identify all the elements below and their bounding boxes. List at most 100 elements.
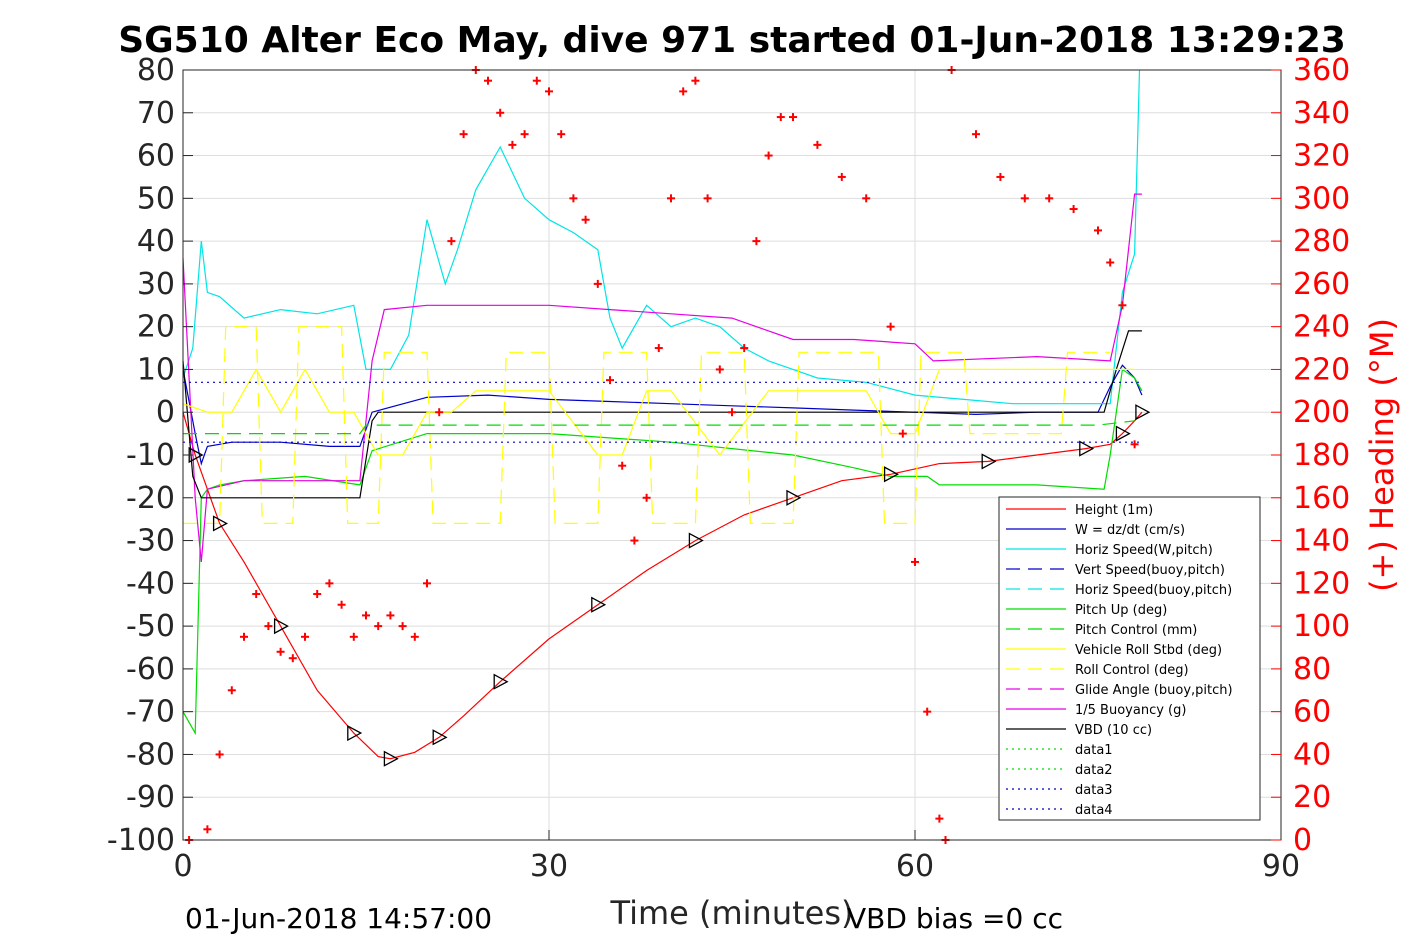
heading-marker — [508, 140, 517, 149]
heading-marker — [496, 108, 505, 117]
height-marker — [493, 673, 509, 690]
heading-marker — [935, 814, 944, 823]
height-marker — [591, 596, 607, 613]
legend-entry: data2 — [1075, 763, 1113, 778]
heading-marker — [703, 194, 712, 203]
legend-entry: Horiz Speed(buoy,pitch) — [1075, 583, 1232, 598]
axes: 0 30 60 9080706050403020100-10-20-30-40-50-… — [107, 53, 1350, 884]
heading-marker — [654, 344, 663, 353]
heading-marker — [227, 686, 236, 695]
heading-marker — [606, 376, 614, 385]
heading-marker — [325, 579, 334, 588]
heading-marker — [764, 151, 773, 160]
legend-entry: Height (1m) — [1075, 503, 1153, 518]
y-right-tick-label: 320 — [1293, 139, 1350, 174]
heading-marker — [581, 215, 590, 224]
heading-marker — [813, 140, 822, 149]
y-tick-label: 50 — [137, 181, 175, 216]
height-marker — [1135, 404, 1151, 421]
series-pitch-control-mm — [183, 420, 1135, 435]
y-right-tick-label: 220 — [1293, 352, 1350, 387]
y-right-tick-label: 40 — [1293, 737, 1331, 772]
legend-box — [998, 496, 1261, 821]
heading-marker — [642, 493, 651, 502]
x-axis-label: Time (minutes) — [610, 894, 854, 932]
y-tick-label: -10 — [126, 438, 175, 473]
heading-marker — [423, 579, 431, 588]
height-marker — [786, 489, 802, 506]
legend-entry: Vert Speed(buoy,pitch) — [1075, 563, 1225, 578]
y-right-tick-label: 0 — [1293, 823, 1312, 858]
y-right-tick-label: 80 — [1293, 652, 1331, 687]
heading-marker — [447, 237, 456, 246]
heading-marker — [288, 654, 297, 663]
y-right-axis-label: (+) Heading (°M) — [1363, 318, 1401, 592]
y-right-tick-label: 60 — [1293, 695, 1331, 730]
heading-marker — [545, 87, 553, 96]
heading-marker — [752, 237, 761, 246]
y-tick-label: 40 — [137, 224, 175, 259]
height-marker — [432, 729, 448, 746]
heading-marker — [386, 611, 395, 620]
y-right-tick-label: 300 — [1293, 181, 1350, 216]
heading-marker — [1045, 194, 1054, 203]
y-tick-label: -50 — [126, 609, 175, 644]
height-marker — [212, 515, 228, 532]
legend-entry: VBD (10 cc) — [1075, 723, 1152, 738]
legend-entry: Roll Control (deg) — [1075, 663, 1189, 678]
height-marker — [383, 750, 399, 767]
legend-entry: data3 — [1075, 783, 1113, 798]
y-right-tick-label: 180 — [1293, 438, 1350, 473]
y-right-tick-label: 280 — [1293, 224, 1350, 259]
height-marker — [981, 453, 997, 470]
heading-marker — [240, 632, 248, 641]
y-tick-label: -100 — [107, 823, 175, 858]
y-tick-label: 70 — [137, 96, 175, 131]
y-tick-label: 10 — [137, 352, 175, 387]
heading-marker — [374, 622, 383, 631]
x-tick-label: 30 — [530, 849, 568, 884]
heading-marker — [435, 408, 444, 417]
heading-marker — [593, 279, 602, 288]
heading-marker — [886, 322, 895, 331]
y-right-tick-label: 240 — [1293, 310, 1350, 345]
heading-marker — [484, 76, 492, 85]
heading-marker — [569, 194, 578, 203]
heading-marker — [1094, 226, 1102, 235]
heading-marker — [740, 344, 749, 353]
height-marker — [1115, 425, 1131, 442]
series-vbd-10-cc — [182, 330, 1142, 499]
heading-marker — [1118, 301, 1127, 310]
y-tick-label: 80 — [137, 53, 175, 88]
footer-timestamp: 01-Jun-2018 14:57:00 — [185, 902, 492, 935]
legend-entry: 1/5 Buoyancy (g) — [1075, 703, 1186, 718]
heading-marker — [1130, 440, 1139, 449]
y-tick-label: -60 — [126, 652, 175, 687]
y-right-tick-label: 360 — [1293, 53, 1350, 88]
y-right-tick-label: 20 — [1293, 780, 1331, 815]
y-tick-label: -90 — [126, 780, 175, 815]
heading-marker — [667, 194, 675, 203]
heading-marker — [313, 590, 322, 599]
chart-title: SG510 Alter Eco May, dive 971 started 01… — [118, 20, 1346, 61]
y-right-tick-label: 140 — [1293, 524, 1350, 559]
y-right-tick-label: 120 — [1293, 566, 1350, 601]
y-tick-label: -80 — [126, 737, 175, 772]
legend-entry: data4 — [1075, 803, 1113, 818]
series-1-5-buoyancy-g — [182, 193, 1142, 562]
heading-marker — [789, 113, 797, 122]
height-marker — [273, 618, 289, 635]
heading-marker — [630, 536, 639, 545]
heading-marker — [276, 647, 285, 656]
y-right-tick-label: 260 — [1293, 267, 1350, 302]
heading-marker — [837, 172, 846, 181]
x-tick-label: 60 — [896, 849, 934, 884]
heading-marker — [264, 622, 273, 631]
heading-marker — [1069, 205, 1078, 214]
legend: Height (1m) W = dz/dt (cm/s) Horiz Speed(W… — [998, 496, 1261, 821]
x-tick-label: 0 — [173, 849, 192, 884]
footer-vbd-bias: VBD bias =0 cc — [847, 902, 1063, 935]
heading-marker — [252, 590, 261, 599]
heading-marker — [520, 130, 529, 139]
